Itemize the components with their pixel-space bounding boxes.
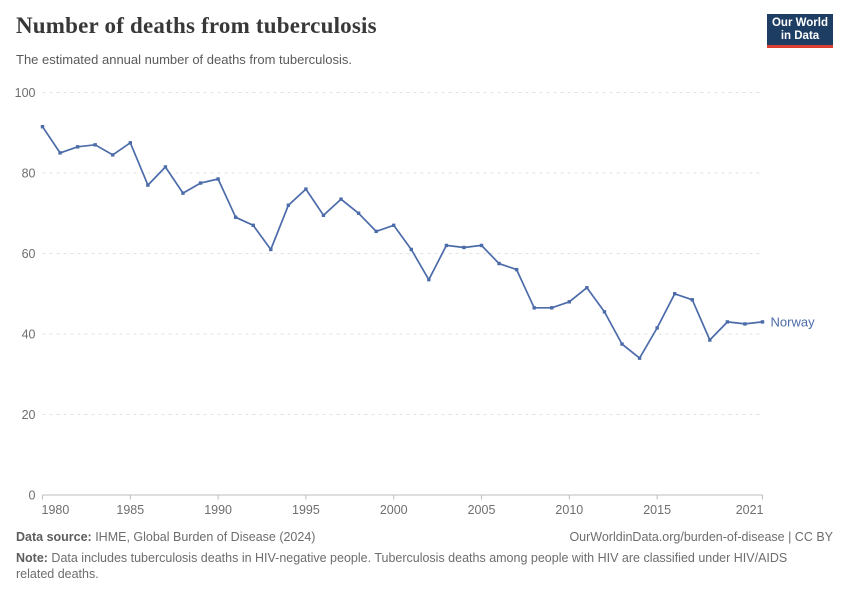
data-point (444, 243, 449, 248)
data-point (251, 223, 255, 228)
data-source-text: Data source: IHME, Global Burden of Dise… (16, 530, 315, 544)
x-axis-label: 2000 (380, 503, 408, 517)
y-axis-label: 80 (22, 167, 36, 181)
y-axis-label: 0 (29, 489, 36, 503)
x-axis-label: 1995 (292, 503, 320, 517)
data-source-label: Data source: (16, 530, 92, 544)
x-axis-label: 1985 (116, 503, 144, 517)
data-point (532, 306, 536, 310)
data-point (602, 310, 607, 314)
page-title: Number of deaths from tuberculosis (16, 13, 377, 38)
data-point (181, 191, 185, 195)
chart-note: Note: Data includes tuberculosis deaths … (16, 551, 826, 582)
series-line (41, 126, 763, 359)
data-point (725, 320, 730, 324)
data-point (497, 261, 501, 266)
data-point (409, 247, 413, 252)
data-point (93, 143, 97, 147)
y-axis-label: 20 (22, 408, 36, 422)
data-point (462, 245, 466, 250)
data-point (585, 286, 589, 290)
data-point (567, 300, 572, 304)
series-end-label: Norway (771, 314, 816, 329)
y-axis-label: 60 (22, 247, 36, 261)
data-point (40, 125, 45, 129)
data-point (269, 247, 273, 252)
x-axis-label: 2005 (468, 503, 496, 517)
data-point (233, 215, 238, 219)
data-point (550, 306, 554, 310)
x-axis-label: 1980 (42, 503, 70, 517)
data-point (374, 229, 378, 234)
data-point (708, 338, 712, 342)
y-axis-label: 40 (22, 328, 36, 342)
data-point (479, 243, 484, 248)
x-axis-label: 2015 (643, 503, 671, 517)
data-point (637, 356, 642, 360)
data-point (128, 141, 133, 145)
data-point (620, 342, 624, 346)
data-point (286, 203, 291, 207)
note-label: Note: (16, 551, 48, 565)
chart-footer: Data source: IHME, Global Burden of Dise… (16, 530, 833, 544)
data-point (216, 177, 220, 181)
data-point (146, 183, 150, 187)
x-axis-label: 1990 (204, 503, 232, 517)
x-axis-label: 2010 (555, 503, 583, 517)
note-value: Data includes tuberculosis deaths in HIV… (16, 551, 788, 581)
owid-logo-line2: in Data (780, 29, 820, 42)
owid-logo-line1: Our World (771, 16, 828, 29)
y-axis-label: 100 (15, 86, 36, 100)
data-point (111, 153, 115, 157)
owid-logo[interactable]: Our World in Data (767, 14, 833, 48)
chart-subtitle: The estimated annual number of deaths fr… (16, 52, 353, 67)
data-point (198, 181, 203, 185)
data-point (356, 211, 361, 215)
data-point (427, 277, 431, 282)
data-point (339, 197, 343, 201)
data-point (655, 326, 659, 330)
data-point (163, 165, 168, 169)
data-point (58, 151, 62, 155)
data-point (304, 187, 308, 191)
data-point (672, 292, 677, 296)
data-point (690, 298, 694, 302)
data-point (760, 320, 765, 324)
owid-license-link[interactable]: OurWorldinData.org/burden-of-disease | C… (569, 530, 833, 544)
data-point (392, 223, 396, 228)
data-point (514, 267, 519, 272)
data-source-value: IHME, Global Burden of Disease (2024) (91, 530, 316, 544)
data-point (743, 322, 747, 326)
x-axis-label: 2021 (736, 503, 764, 517)
data-point (75, 145, 80, 149)
data-point (321, 213, 326, 217)
